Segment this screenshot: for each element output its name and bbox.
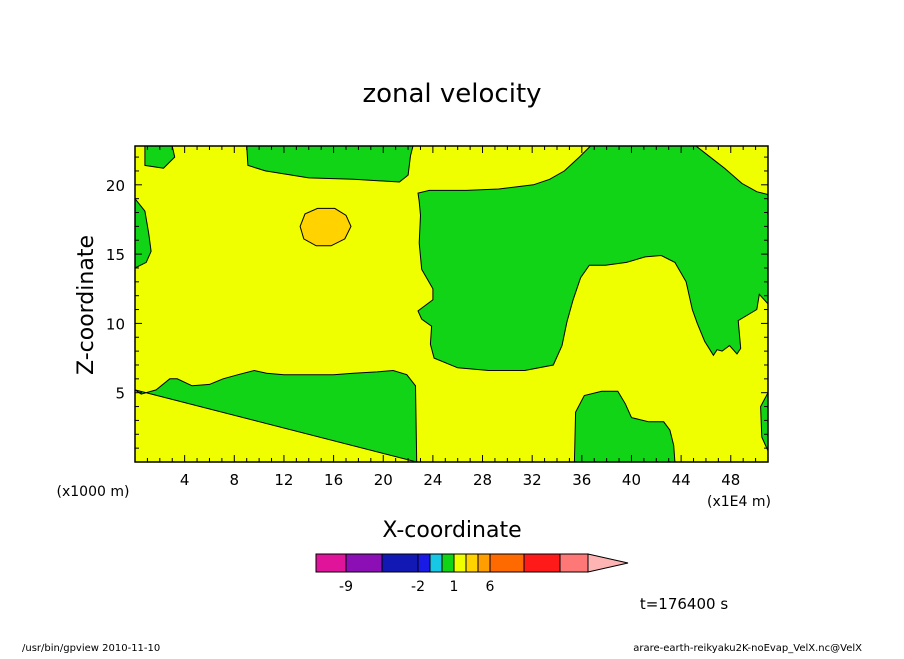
color-legend: -9 -2 1 6 bbox=[315, 553, 629, 595]
y-unit-note: (x1000 m) bbox=[57, 484, 130, 500]
x-tick-label: 12 bbox=[274, 471, 293, 489]
legend-tick-label: 1 bbox=[450, 579, 459, 595]
y-tick-label: 5 bbox=[115, 385, 125, 403]
legend-overflow-arrow bbox=[587, 553, 629, 573]
x-tick-label: 16 bbox=[324, 471, 343, 489]
legend-swatch bbox=[453, 553, 467, 573]
y-axis-label: Z-coordinate bbox=[74, 235, 99, 375]
legend-swatch bbox=[559, 553, 589, 573]
x-tick-label: 40 bbox=[622, 471, 641, 489]
legend-tick-label: -9 bbox=[339, 579, 353, 595]
legend-swatch bbox=[489, 553, 525, 573]
x-tick-label: 32 bbox=[523, 471, 542, 489]
x-tick-label: 24 bbox=[423, 471, 442, 489]
contour-region-6 bbox=[573, 390, 676, 463]
y-tick-label: 10 bbox=[106, 315, 125, 333]
contour-region-2 bbox=[246, 145, 414, 183]
x-axis-ticks: 4 8 12 16 20 24 28 32 36 40 44 48 bbox=[146, 146, 769, 489]
time-annotation: t=176400 s bbox=[640, 595, 728, 613]
x-tick-label: 8 bbox=[230, 471, 240, 489]
x-tick-label: 44 bbox=[672, 471, 691, 489]
contour-region-8 bbox=[299, 207, 352, 247]
legend-swatch bbox=[345, 553, 383, 573]
contour-region-4 bbox=[134, 369, 418, 463]
x-tick-label: 4 bbox=[180, 471, 190, 489]
legend-swatch bbox=[477, 553, 491, 573]
x-tick-label: 20 bbox=[374, 471, 393, 489]
legend-tick-label: -2 bbox=[411, 579, 425, 595]
y-axis-ticks: 5 10 15 20 bbox=[106, 156, 768, 449]
legend-swatch bbox=[429, 553, 443, 573]
y-tick-label: 15 bbox=[106, 246, 125, 264]
x-tick-label: 28 bbox=[473, 471, 492, 489]
plot-frame bbox=[134, 145, 769, 463]
legend-swatch bbox=[523, 553, 561, 573]
x-tick-label: 36 bbox=[572, 471, 591, 489]
x-tick-label: 48 bbox=[721, 471, 740, 489]
x-axis-label: X-coordinate bbox=[382, 518, 521, 543]
x-unit-note: (x1E4 m) bbox=[707, 494, 771, 510]
legend-tick-label: 6 bbox=[486, 579, 495, 595]
legend-swatch bbox=[315, 553, 347, 573]
legend-swatch bbox=[441, 553, 455, 573]
footer-right-text: arare-earth-reikyaku2K-noEvap_VelX.nc@Ve… bbox=[633, 643, 862, 654]
legend-swatch bbox=[381, 553, 419, 573]
legend-swatch bbox=[465, 553, 479, 573]
chart-title: zonal velocity bbox=[362, 79, 541, 109]
legend-swatch bbox=[417, 553, 431, 573]
footer-left-text: /usr/bin/gpview 2010-11-10 bbox=[22, 643, 160, 654]
contour-regions bbox=[134, 145, 769, 463]
y-tick-label: 20 bbox=[106, 177, 125, 195]
